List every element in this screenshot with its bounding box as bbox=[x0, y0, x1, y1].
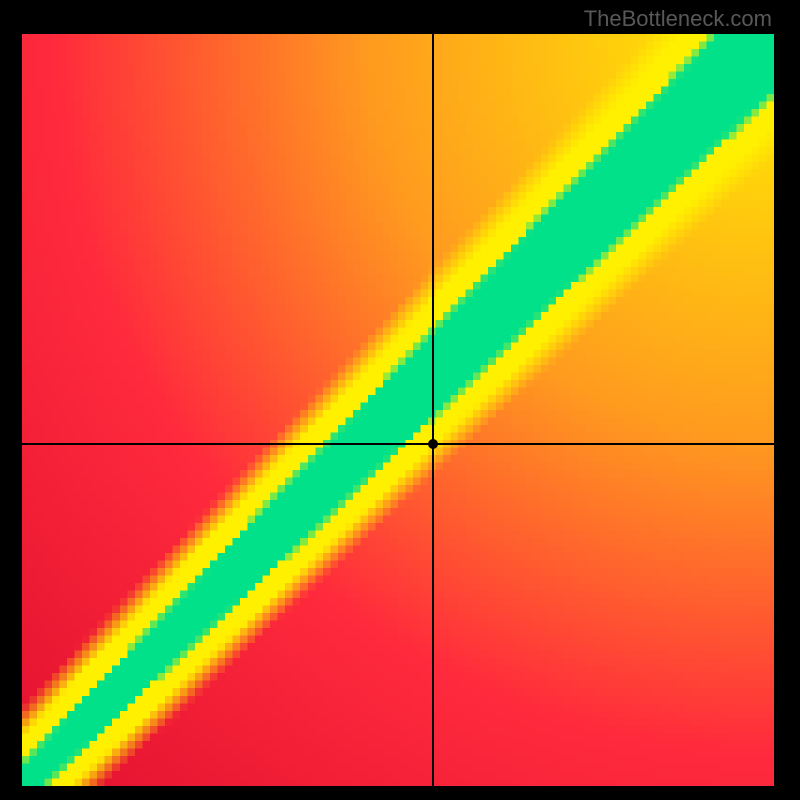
chart-container: TheBottleneck.com bbox=[0, 0, 800, 800]
heatmap-plot-area bbox=[22, 34, 774, 786]
heatmap-canvas bbox=[22, 34, 774, 786]
watermark-text: TheBottleneck.com bbox=[584, 6, 772, 32]
crosshair-vertical bbox=[432, 34, 434, 786]
crosshair-horizontal bbox=[22, 443, 774, 445]
crosshair-point bbox=[428, 439, 438, 449]
